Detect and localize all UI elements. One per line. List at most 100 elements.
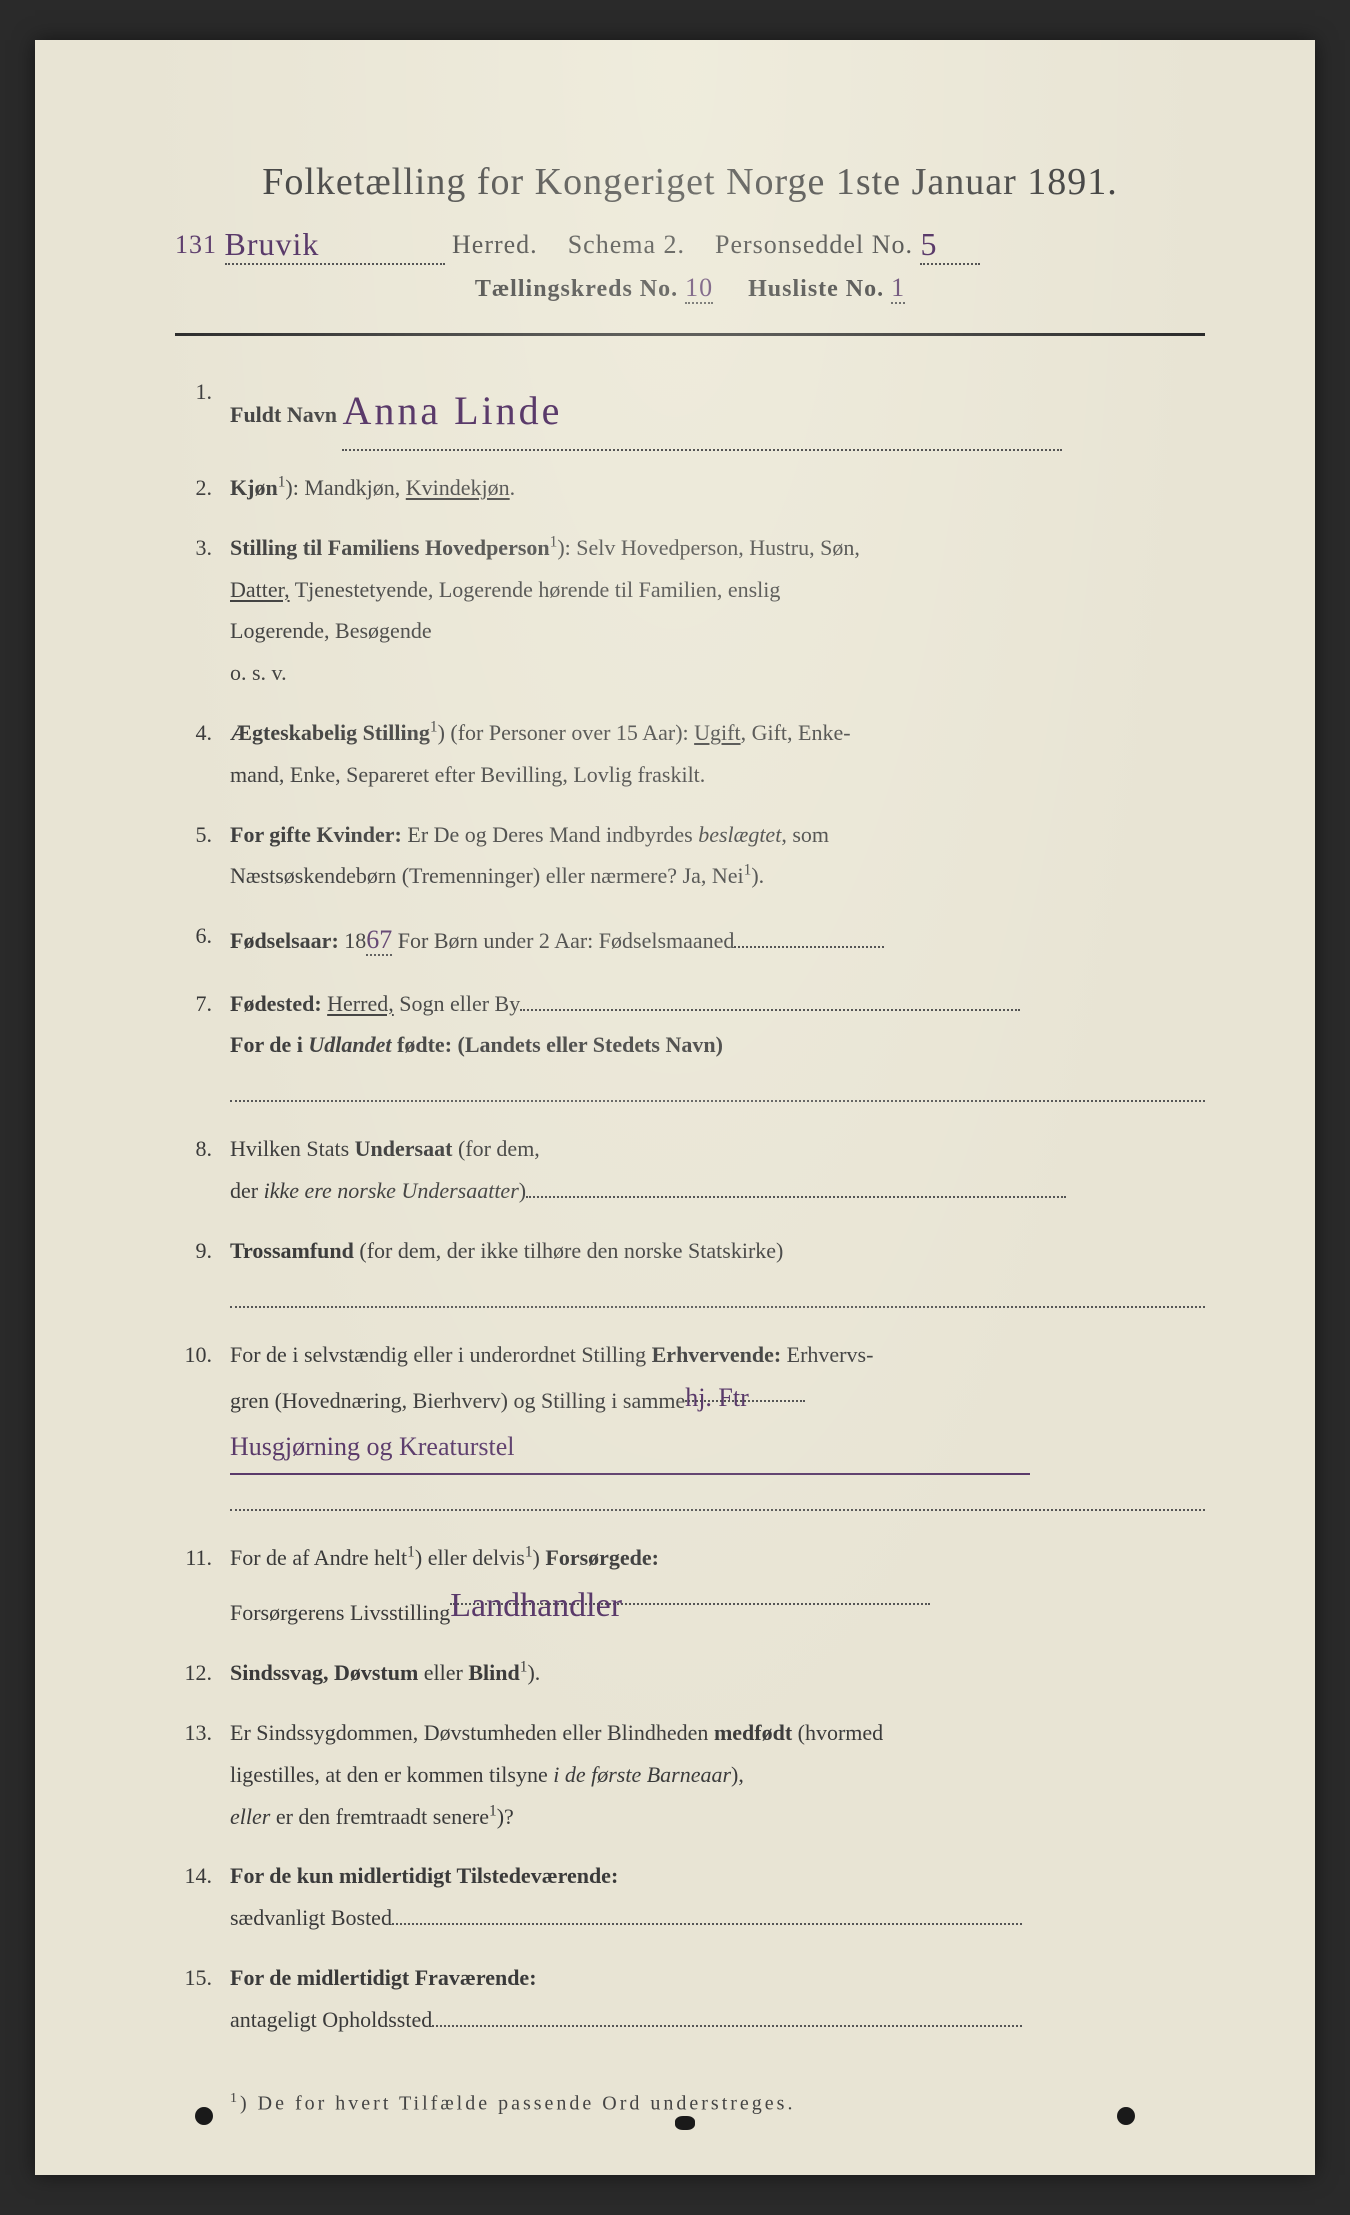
residence-blank xyxy=(392,1899,1022,1925)
personseddel-label: Personseddel No. xyxy=(715,230,913,259)
text: Forsørgerens Livsstilling xyxy=(230,1600,450,1625)
birth-month-blank xyxy=(734,922,884,948)
footnote-text: ) De for hvert Tilfælde passende Ord und… xyxy=(240,2092,795,2114)
census-form-page: Folketælling for Kongeriget Norge 1ste J… xyxy=(35,40,1315,2175)
bold-text: Forsørgede: xyxy=(545,1545,659,1570)
provider-occupation: Landhandler xyxy=(450,1574,622,1639)
italic-text: beslægtet xyxy=(698,822,781,847)
text: Næstsøskendebørn (Tremenninger) eller næ… xyxy=(230,863,744,888)
birth-year: 67 xyxy=(366,925,392,956)
entry-label: Fuldt Navn xyxy=(230,402,337,427)
text: sædvanligt Bosted xyxy=(230,1905,392,1930)
text: ) (for Personer over 15 Aar): xyxy=(438,720,695,745)
entry-label: Stilling til Familiens Hovedperson xyxy=(230,535,550,560)
text: ). xyxy=(527,1660,540,1685)
text: ): Selv Hovedperson, Hustru, Søn, xyxy=(557,535,859,560)
entry-num: 5. xyxy=(175,814,230,898)
entry-9: 9. Trossamfund (for dem, der ikke tilhør… xyxy=(175,1230,1205,1316)
entry-num: 9. xyxy=(175,1230,230,1316)
text: (for dem, der ikke tilhøre den norske St… xyxy=(354,1238,783,1263)
text: antageligt Opholdssted xyxy=(230,2007,432,2032)
text: ligestilles, at den er kommen tilsyne xyxy=(230,1762,553,1787)
entry-label: Fødselsaar: xyxy=(230,928,339,953)
text: ) eller delvis xyxy=(415,1545,525,1570)
entry-label: Trossamfund xyxy=(230,1238,354,1263)
entry-label: For gifte Kvinder: xyxy=(230,822,402,847)
page-title: Folketælling for Kongeriget Norge 1ste J… xyxy=(175,160,1205,204)
entry-2: 2. Kjøn1): Mandkjøn, Kvindekjøn. xyxy=(175,467,1205,509)
provider-blank: Landhandler xyxy=(450,1578,930,1604)
entry-num: 4. xyxy=(175,712,230,796)
text: Logerende, Besøgende xyxy=(230,618,432,643)
entry-14: 14. For de kun midlertidigt Tilstedevære… xyxy=(175,1855,1205,1939)
entry-10: 10. For de i selvstændig eller i underor… xyxy=(175,1334,1205,1519)
selected-birthplace-type: Herred, xyxy=(327,991,394,1016)
entry-3: 3. Stilling til Familiens Hovedperson1):… xyxy=(175,527,1205,694)
text: Sogn eller By xyxy=(394,991,521,1016)
entry-num: 10. xyxy=(175,1334,230,1519)
text: For de i selvstændig eller i underordnet… xyxy=(230,1342,652,1367)
sup: 1 xyxy=(489,1802,497,1819)
footnote: 1) De for hvert Tilfælde passende Ord un… xyxy=(230,2091,1205,2116)
sup: 1 xyxy=(430,719,438,736)
whereabouts-blank xyxy=(432,2000,1022,2026)
text: gren (Hovednæring, Bierhverv) og Stillin… xyxy=(230,1388,685,1413)
text: ). xyxy=(751,863,764,888)
entry-num: 2. xyxy=(175,467,230,509)
birthplace-blank xyxy=(520,984,1020,1010)
entry-12: 12. Sindssvag, Døvstum eller Blind1). xyxy=(175,1652,1205,1694)
entry-num: 15. xyxy=(175,1957,230,2041)
text: Erhvervs- xyxy=(781,1342,873,1367)
entry-num: 11. xyxy=(175,1537,230,1635)
text: der xyxy=(230,1178,264,1203)
italic-text: eller xyxy=(230,1804,270,1829)
text: )? xyxy=(497,1804,514,1829)
text: (hvormed xyxy=(792,1720,883,1745)
punch-hole-icon xyxy=(675,2116,695,2130)
husliste-no: 1 xyxy=(891,273,905,304)
text: For Børn under 2 Aar: Fødselsmaaned xyxy=(392,928,734,953)
entry-4: 4. Ægteskabelig Stilling1) (for Personer… xyxy=(175,712,1205,796)
entry-num: 1. xyxy=(175,371,230,449)
herred-number: 131 xyxy=(175,230,217,259)
kreds-line: Tællingskreds No. 10 Husliste No. 1 xyxy=(175,273,1205,303)
text: ): Mandkjøn, xyxy=(285,475,405,500)
text: o. s. v. xyxy=(230,660,287,685)
herred-label: Herred. xyxy=(452,230,538,259)
text: ) xyxy=(519,1178,526,1203)
text: . xyxy=(510,475,516,500)
punch-hole-icon xyxy=(1117,2107,1135,2125)
entry-13: 13. Er Sindssygdommen, Døvstumheden elle… xyxy=(175,1712,1205,1837)
bold-text: Erhvervende: xyxy=(652,1342,782,1367)
husliste-label: Husliste No. xyxy=(748,276,884,302)
entry-11: 11. For de af Andre helt1) eller delvis1… xyxy=(175,1537,1205,1635)
bold-text: Undersaat xyxy=(355,1136,453,1161)
entry-1: 1. Fuldt Navn Anna Linde xyxy=(175,371,1205,449)
selected-relation: Datter, xyxy=(230,577,290,602)
personseddel-no: 5 xyxy=(920,226,980,265)
entry-num: 12. xyxy=(175,1652,230,1694)
text: Hvilken Stats xyxy=(230,1136,355,1161)
text: Er De og Deres Mand indbyrdes xyxy=(402,822,698,847)
entry-7: 7. Fødested: Herred, Sogn eller By For d… xyxy=(175,983,1205,1111)
entry-label: Fødested: xyxy=(230,991,322,1016)
sup: 1 xyxy=(407,1543,415,1560)
text: Er Sindssygdommen, Døvstumheden eller Bl… xyxy=(230,1720,714,1745)
dotted-blank xyxy=(230,1280,1205,1308)
selected-marital: Ugift xyxy=(694,720,740,745)
text: Tjenestetyende, Logerende hørende til Fa… xyxy=(290,577,781,602)
kreds-label: Tællingskreds No. xyxy=(475,276,678,302)
entry-num: 8. xyxy=(175,1128,230,1212)
entry-num: 6. xyxy=(175,915,230,964)
blank: hj. Ftr xyxy=(685,1375,805,1401)
schema-label: Schema 2. xyxy=(568,230,685,259)
entry-6: 6. Fødselsaar: 1867 For Børn under 2 Aar… xyxy=(175,915,1205,964)
sup: 1 xyxy=(525,1543,533,1560)
entry-8: 8. Hvilken Stats Undersaat (for dem, der… xyxy=(175,1128,1205,1212)
text: , Gift, Enke- xyxy=(741,720,851,745)
text: , som xyxy=(781,822,829,847)
italic-text: i de første Barneaar xyxy=(553,1762,731,1787)
text: For de af Andre helt xyxy=(230,1545,407,1570)
italic-text: ikke ere norske Undersaatter xyxy=(264,1178,519,1203)
punch-hole-icon xyxy=(195,2107,213,2125)
